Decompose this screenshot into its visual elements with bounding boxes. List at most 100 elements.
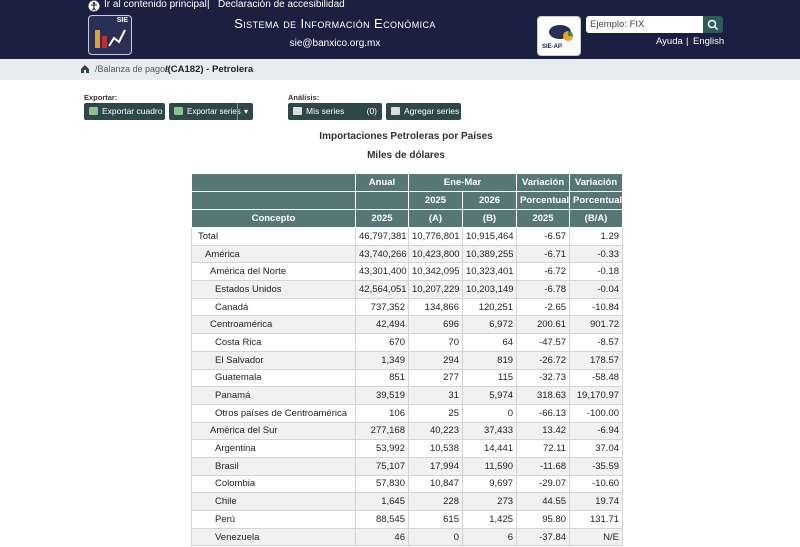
concept-cell: Total xyxy=(191,227,356,246)
table-title: Importaciones Petroleras por Países xyxy=(319,131,493,142)
value-cell: 1,425 xyxy=(461,510,518,529)
value-cell: 43,740,266 xyxy=(355,244,409,264)
table-row: América del Norte 43,301,400 10,342,095 10,… xyxy=(191,262,624,282)
value-cell: -10.84 xyxy=(569,297,624,317)
concept-cell: Brasil xyxy=(191,456,356,476)
value-cell: -6.57 xyxy=(516,227,571,246)
search-button[interactable] xyxy=(703,16,723,33)
concept-cell: Guatemala xyxy=(191,368,356,388)
value-cell: 670 xyxy=(355,333,409,352)
table-row: Chile 1,645 228 273 44.55 19.74 xyxy=(191,492,624,511)
my-series-button[interactable]: Mis series (0) xyxy=(288,103,382,120)
value-cell: 72.11 xyxy=(516,439,571,458)
value-cell: 0 xyxy=(408,527,463,547)
header-cell: (B) xyxy=(461,209,518,228)
value-cell: 10,323,401 xyxy=(461,262,518,282)
value-cell: -58.48 xyxy=(569,368,624,388)
value-cell: 120,251 xyxy=(461,297,518,317)
table-row: Venezuela 46 0 6 -37.84 N/E xyxy=(191,527,624,547)
export-table-button[interactable]: Exportar cuadro xyxy=(84,103,165,120)
table-row: Colombia 57,830 10,847 9,697 -29.07 -10.60 xyxy=(191,474,624,494)
concept-cell: Costa Rica xyxy=(191,333,356,352)
header-cell: Variación xyxy=(516,173,571,192)
value-cell: 11,590 xyxy=(461,456,518,476)
value-cell: 277,168 xyxy=(355,421,409,441)
table-row: Panamá 39,519 31 5,974 318.63 19,170.97 xyxy=(191,386,624,405)
value-cell: 9,697 xyxy=(461,474,518,494)
add-series-button[interactable]: Agregar series xyxy=(386,103,461,120)
value-cell: 1,645 xyxy=(355,492,409,511)
concept-cell: América xyxy=(191,244,356,264)
value-cell: 696 xyxy=(408,315,463,335)
value-cell: 57,830 xyxy=(355,474,409,494)
export-series-button[interactable]: Exportar series ▾ xyxy=(169,103,253,120)
sie-logo[interactable]: SIE xyxy=(88,15,132,55)
value-cell: -11.68 xyxy=(516,456,571,476)
value-cell: 19.74 xyxy=(569,492,624,511)
table-row: Canadá 737,352 134,866 120,251 -2.65 -10.84 xyxy=(191,297,624,317)
value-cell: -37.84 xyxy=(516,527,571,547)
button-text: Agregar series xyxy=(404,106,460,116)
value-cell: -47.57 xyxy=(516,333,571,352)
site-title: Sistema de Información Económica xyxy=(234,16,436,31)
breadcrumb-link[interactable]: /Balanza de pagos xyxy=(95,64,170,74)
value-cell: 44.55 xyxy=(516,492,571,511)
table-row: Estados Unidos 42,564,051 10,207,229 10,203… xyxy=(191,280,624,299)
value-cell: 25 xyxy=(408,403,463,423)
value-cell: 10,538 xyxy=(408,439,463,458)
table-row: Guatemala 851 277 115 -32.73 -58.48 xyxy=(191,368,624,388)
search-icon xyxy=(707,19,719,31)
button-text: Exportar series xyxy=(187,107,241,116)
value-cell: 273 xyxy=(461,492,518,511)
value-cell: 228 xyxy=(408,492,463,511)
concept-cell: Argentina xyxy=(191,439,356,458)
header-cell: (A) xyxy=(408,209,463,228)
home-icon[interactable] xyxy=(80,64,90,74)
value-cell: 10,847 xyxy=(408,474,463,494)
value-cell: 70 xyxy=(408,333,463,352)
sie-ap-logo[interactable]: SIE-AP xyxy=(537,16,581,56)
value-cell: 901.72 xyxy=(569,315,624,335)
value-cell: 0 xyxy=(461,403,518,423)
concept-cell: Colombia xyxy=(191,474,356,494)
language-link[interactable]: English xyxy=(693,36,725,47)
concept-cell: Chile xyxy=(191,492,356,511)
concept-cell: Canadá xyxy=(191,297,356,317)
breadcrumb-current: /(CA182) - Petrolera xyxy=(165,64,254,75)
separator: | xyxy=(686,36,689,47)
analysis-label: Análisis: xyxy=(288,93,320,102)
value-cell: -0.18 xyxy=(569,262,624,282)
value-cell: 10,423,800 xyxy=(408,244,463,264)
header-cell: Porcentual xyxy=(569,191,624,210)
header-cell xyxy=(191,191,356,210)
dropdown-caret[interactable]: ▾ xyxy=(237,103,254,120)
value-cell: 42,494 xyxy=(355,315,409,335)
value-cell: 10,203,149 xyxy=(461,280,518,299)
logo-label: SIE xyxy=(116,17,128,24)
value-cell: -6.72 xyxy=(516,262,571,282)
search-input[interactable]: Ejemplo: FIX xyxy=(586,16,703,33)
value-cell: 10,389,255 xyxy=(461,244,518,264)
value-cell: 10,342,095 xyxy=(408,262,463,282)
header-cell: 2025 xyxy=(355,209,409,228)
value-cell: 131.71 xyxy=(569,510,624,529)
help-link[interactable]: Ayuda xyxy=(656,36,683,47)
logo2-label: SIE-AP xyxy=(542,44,563,50)
value-cell: -66.13 xyxy=(516,403,571,423)
button-text: Exportar cuadro xyxy=(102,106,163,116)
export-label: Exportar: xyxy=(84,93,118,102)
separator: | xyxy=(207,0,210,10)
value-cell: 819 xyxy=(461,350,518,370)
value-cell: 37.04 xyxy=(569,439,624,458)
series-count: (0) xyxy=(366,106,377,116)
value-cell: 10,207,229 xyxy=(408,280,463,299)
accessibility-link[interactable]: Declaración de accesibilidad xyxy=(218,0,345,10)
value-cell: 31 xyxy=(408,386,463,405)
value-cell: -2.65 xyxy=(516,297,571,317)
skip-link[interactable]: Ir al contenido principal xyxy=(104,0,207,10)
header-cell: (B/A) xyxy=(569,209,624,228)
email[interactable]: sie@banxico.org.mx xyxy=(289,38,381,49)
table-body: Total 46,797,381 10,776,801 10,915,464 -6.57… xyxy=(191,227,624,547)
